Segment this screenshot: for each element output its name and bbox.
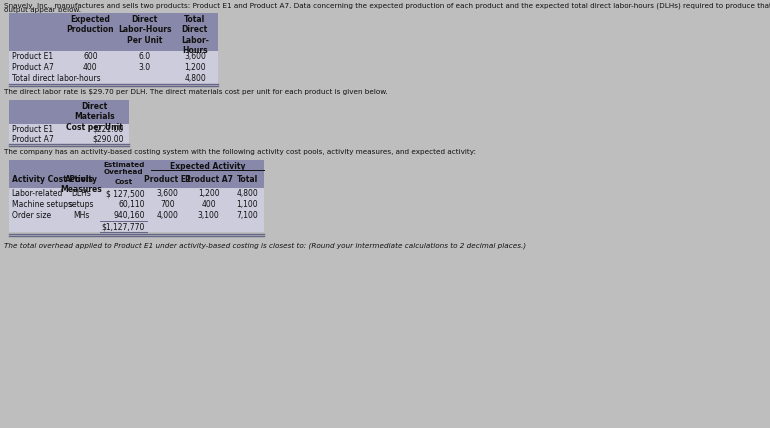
Bar xyxy=(9,134,129,144)
Text: 3.0: 3.0 xyxy=(139,63,151,72)
Text: Expected Activity: Expected Activity xyxy=(169,162,245,171)
Bar xyxy=(9,199,264,210)
Bar xyxy=(9,221,264,232)
Text: MHs: MHs xyxy=(73,211,89,220)
Text: Estimated
Overhead: Estimated Overhead xyxy=(103,162,144,175)
Text: Machine setups: Machine setups xyxy=(12,200,72,209)
Text: 400: 400 xyxy=(201,200,216,209)
Text: Product E1: Product E1 xyxy=(12,125,52,134)
Text: output appear below.: output appear below. xyxy=(4,7,81,13)
Text: DLHs: DLHs xyxy=(71,189,91,198)
Bar xyxy=(9,51,218,62)
Text: Total: Total xyxy=(236,175,258,184)
Text: Snavely, Inc., manufactures and sells two products: Product E1 and Product A7. D: Snavely, Inc., manufactures and sells tw… xyxy=(4,2,770,9)
Bar xyxy=(9,73,218,84)
Bar xyxy=(9,100,129,124)
Text: 6.0: 6.0 xyxy=(139,52,151,61)
Text: 60,110: 60,110 xyxy=(118,200,145,209)
Text: Direct
Labor-Hours
Per Unit: Direct Labor-Hours Per Unit xyxy=(118,15,171,45)
Text: Total
Direct
Labor-
Hours: Total Direct Labor- Hours xyxy=(181,15,209,55)
Text: $ 127,500: $ 127,500 xyxy=(106,189,145,198)
Text: Product A7: Product A7 xyxy=(12,63,53,72)
Text: Labor-related: Labor-related xyxy=(12,189,63,198)
Text: The total overhead applied to Product E1 under activity-based costing is closest: The total overhead applied to Product E1… xyxy=(4,242,526,249)
Text: Product A7: Product A7 xyxy=(185,175,233,184)
Text: Activity
Measures: Activity Measures xyxy=(60,175,102,194)
Bar xyxy=(9,160,264,188)
Text: Activity Cost Pools: Activity Cost Pools xyxy=(12,175,92,184)
Text: 3,100: 3,100 xyxy=(198,211,219,220)
Text: The direct labor rate is $29.70 per DLH. The direct materials cost per unit for : The direct labor rate is $29.70 per DLH.… xyxy=(4,89,387,95)
Text: Direct
Materials
Cost per Unit: Direct Materials Cost per Unit xyxy=(66,102,122,132)
Text: Product A7: Product A7 xyxy=(12,134,53,143)
Text: 3,600: 3,600 xyxy=(185,52,206,61)
Text: Product E1: Product E1 xyxy=(144,175,191,184)
Text: 4,800: 4,800 xyxy=(185,74,206,83)
Text: $290.00: $290.00 xyxy=(92,134,124,143)
Text: Expected
Production: Expected Production xyxy=(66,15,114,34)
Text: 400: 400 xyxy=(83,63,98,72)
Text: 4,000: 4,000 xyxy=(157,211,179,220)
Text: 1,100: 1,100 xyxy=(236,200,258,209)
Text: $221.00: $221.00 xyxy=(92,125,124,134)
Bar xyxy=(9,188,264,199)
Text: 1,200: 1,200 xyxy=(185,63,206,72)
Bar xyxy=(9,62,218,73)
Text: 1,200: 1,200 xyxy=(198,189,219,198)
Text: 3,600: 3,600 xyxy=(157,189,179,198)
Text: 7,100: 7,100 xyxy=(236,211,258,220)
Bar xyxy=(9,210,264,221)
Text: 940,160: 940,160 xyxy=(113,211,145,220)
Text: The company has an activity-based costing system with the following activity cos: The company has an activity-based costin… xyxy=(4,149,476,155)
Text: 4,800: 4,800 xyxy=(236,189,258,198)
Text: $1,127,770: $1,127,770 xyxy=(101,222,145,231)
Text: Total direct labor-hours: Total direct labor-hours xyxy=(12,74,100,83)
Text: setups: setups xyxy=(69,200,94,209)
Text: Cost: Cost xyxy=(115,179,132,185)
Text: Order size: Order size xyxy=(12,211,51,220)
Bar xyxy=(9,13,218,51)
Text: Product E1: Product E1 xyxy=(12,52,52,61)
Text: 700: 700 xyxy=(160,200,175,209)
Text: 600: 600 xyxy=(83,52,98,61)
Bar xyxy=(9,124,129,134)
